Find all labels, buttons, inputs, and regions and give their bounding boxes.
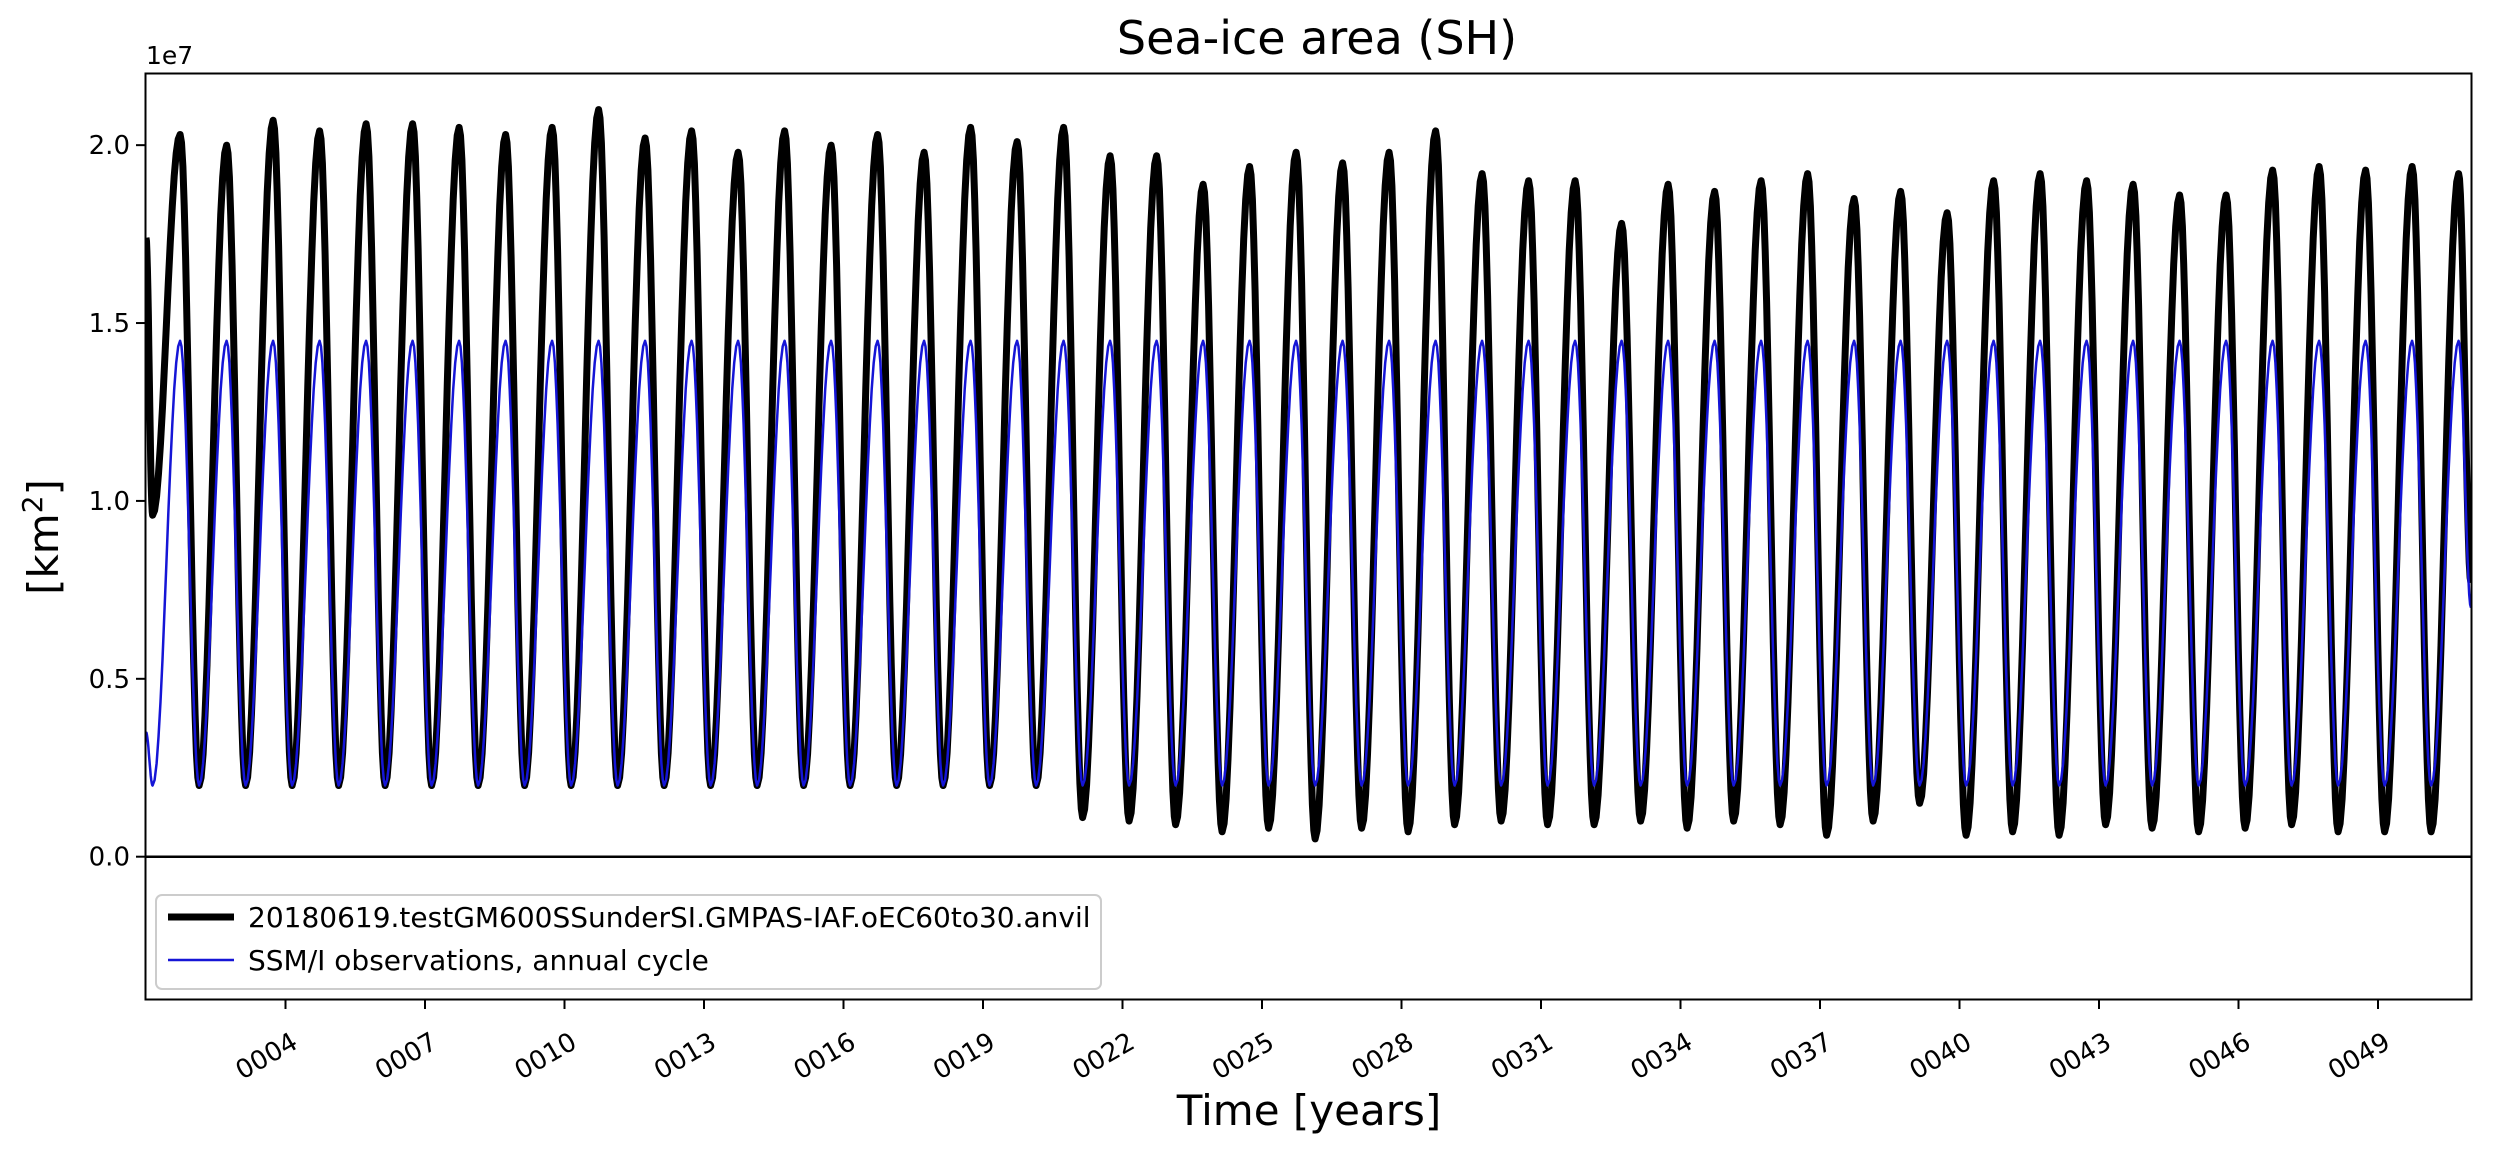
y-axis-label-close: ]: [19, 479, 68, 495]
y-tick-label: 2.0: [89, 131, 130, 161]
x-tick-label: 0025: [1207, 1027, 1279, 1086]
series-line-1: [146, 339, 2471, 787]
y-axis-label-main: [km: [19, 513, 68, 595]
x-tick-label: 0028: [1347, 1027, 1419, 1086]
y-ticks: 0.0 0.5 1.0 1.5 2.0: [89, 131, 146, 873]
x-tick-label: 0013: [649, 1027, 721, 1086]
x-tick-label: 0046: [2184, 1027, 2256, 1086]
y-tick-label: 0.5: [89, 665, 130, 695]
x-tick-label: 0010: [510, 1027, 582, 1086]
y-axis-label-sup: 2: [16, 495, 49, 513]
x-tick-label: 0004: [231, 1027, 303, 1086]
legend-label-model: 20180619.testGM600SSunderSI.GMPAS-IAF.oE…: [248, 901, 1091, 934]
legend: 20180619.testGM600SSunderSI.GMPAS-IAF.oE…: [155, 894, 1102, 990]
y-tick-label: 1.5: [89, 309, 130, 339]
x-tick-label: 0007: [370, 1027, 442, 1086]
series-layer: [146, 106, 2471, 843]
x-tick-label: 0034: [1626, 1027, 1698, 1086]
x-tick-label: 0040: [1905, 1027, 1977, 1086]
plot-frame: [144, 72, 2473, 1001]
x-tick-label: 0019: [928, 1027, 1000, 1086]
x-tick-label: 0049: [2323, 1027, 2395, 1086]
y-axis-label: [km2]: [16, 479, 68, 595]
chart-title: Sea-ice area (SH): [1117, 11, 1517, 65]
y-offset-label: 1e7: [146, 41, 193, 70]
svg-text:[km2]: [km2]: [16, 479, 68, 595]
y-tick-label: 0.0: [89, 843, 130, 873]
x-tick-label: 0043: [2044, 1027, 2116, 1086]
x-tick-label: 0022: [1068, 1027, 1140, 1086]
legend-box: [155, 894, 1102, 990]
x-axis-label: Time [years]: [1176, 1086, 1442, 1135]
y-tick-label: 1.0: [89, 487, 130, 517]
x-tick-label: 0031: [1486, 1027, 1558, 1086]
x-tick-label: 0016: [789, 1027, 861, 1086]
x-ticks: 0004 0007 0010 0013 0016 0019 0022 0025 0028 0031…: [231, 999, 2396, 1086]
legend-label-obs: SSM/I observations, annual cycle: [248, 944, 709, 977]
x-tick-label: 0037: [1765, 1027, 1837, 1086]
